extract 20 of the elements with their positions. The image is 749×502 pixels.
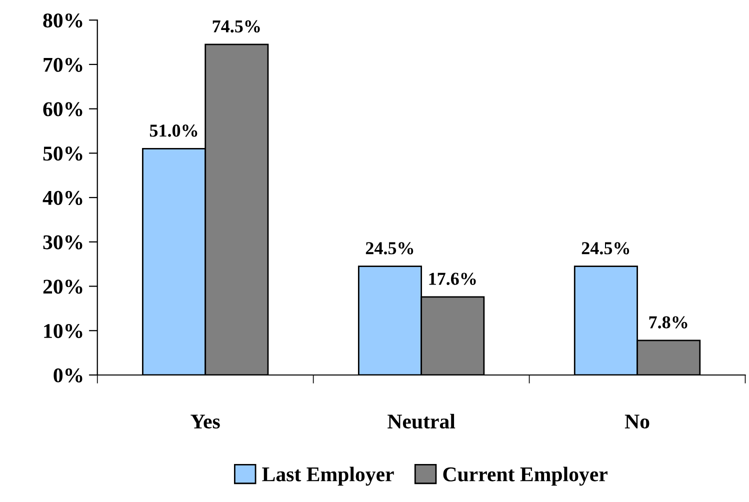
y-tick-label: 50% [43,146,82,161]
y-tick-label: 30% [43,235,82,250]
y-tick-label: 10% [44,324,82,338]
y-tick-label: 80% [43,13,82,28]
y-tick-label: 70% [44,58,82,72]
y-tick-label: 40% [42,190,82,206]
y-tick-label: 60% [43,102,82,116]
data-label: 24.5% [582,242,630,254]
legend-label: Last Employer [262,466,394,486]
legend-label: Current Employer [443,466,608,486]
x-tick-label: Neutral [388,414,456,429]
y-tick-label: 0% [54,368,82,382]
x-tick-label: No [624,414,650,429]
data-label: 7.8% [649,316,688,328]
x-tick-label: Yes [190,414,220,429]
data-label: 74.5% [212,20,260,33]
data-label: 24.5% [366,242,414,254]
data-label: 51.0% [150,124,198,137]
y-tick-label: 20% [43,280,82,294]
data-label: 17.6% [429,272,476,285]
